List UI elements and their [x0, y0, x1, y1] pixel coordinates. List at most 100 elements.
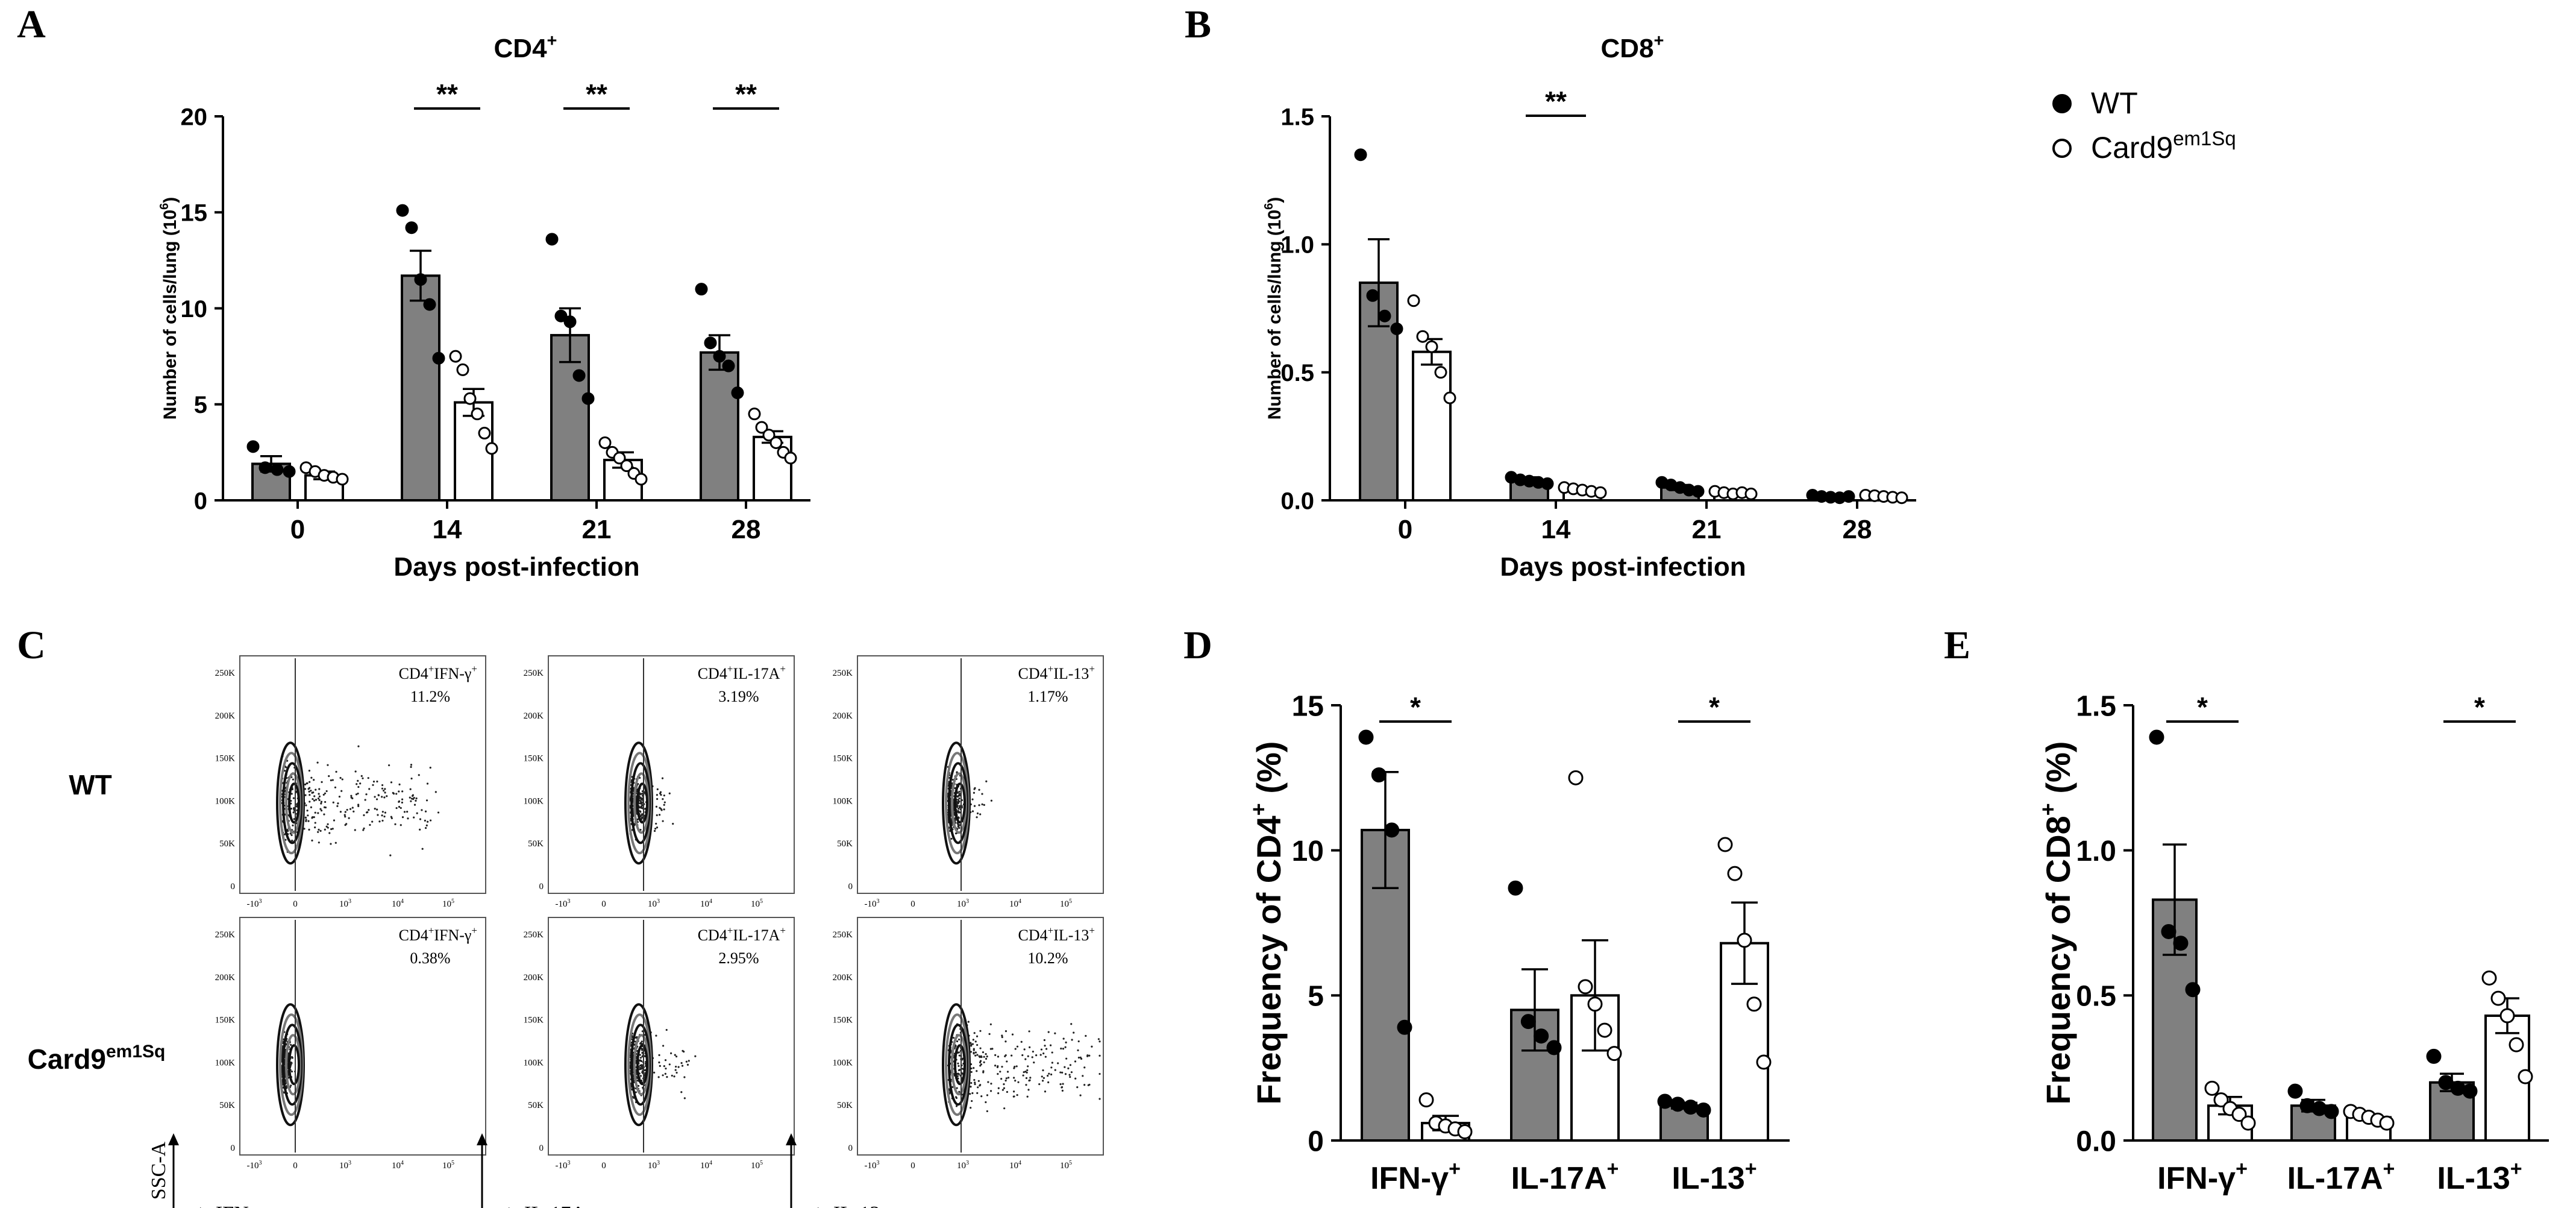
category-group: 0: [246, 440, 349, 544]
flow-event: [663, 808, 665, 811]
flow-event: [413, 804, 416, 806]
flow-y-tick: 0: [539, 1144, 544, 1153]
flow-event: [999, 1071, 1001, 1073]
flow-event: [986, 1094, 989, 1096]
data-point-card9: [1457, 1124, 1473, 1140]
flow-y-tick: 0: [231, 882, 236, 892]
flow-event: [1062, 1083, 1064, 1085]
flow-event: [958, 801, 961, 803]
flow-event: [1004, 1079, 1007, 1082]
flow-event: [335, 770, 337, 773]
flow-x-tick-sup: 3: [348, 1160, 351, 1166]
flow-event: [657, 1076, 660, 1078]
flow-event: [362, 829, 365, 831]
flow-x-tick-text: 10: [648, 899, 657, 909]
flow-event: [375, 798, 378, 801]
x-tick-label-text: IL-17A: [2287, 1161, 2383, 1196]
flow-event: [977, 1086, 979, 1089]
flow-event: [1021, 1054, 1024, 1057]
flow-event: [338, 795, 341, 798]
flow-event: [320, 802, 322, 805]
flow-event: [1070, 1023, 1073, 1025]
gate-sup: +: [780, 925, 786, 936]
panel-label-C: C: [17, 623, 46, 667]
flow-event: [973, 1032, 976, 1034]
flow-event: [357, 805, 360, 807]
flow-x-axis-title: IL-17A: [524, 1203, 586, 1208]
gate-sup: +: [1048, 925, 1054, 936]
flow-x-tick-text: 10: [648, 1161, 657, 1171]
flow-y-tick: 150K: [524, 1016, 544, 1025]
flow-event: [988, 1033, 991, 1035]
flow-event: [1076, 1086, 1079, 1089]
flow-x-axis-title: IL-13: [833, 1203, 880, 1208]
flow-event: [290, 834, 293, 837]
category-group: IL-13+: [2426, 970, 2533, 1196]
flow-x-tick-text: -10: [865, 1161, 877, 1171]
legend-label-sup: em1Sq: [2173, 127, 2236, 149]
legend-marker-card9: [2052, 139, 2072, 158]
flow-event: [319, 808, 322, 810]
flow-event: [636, 1036, 638, 1039]
data-point-wt: [2450, 1080, 2466, 1096]
flow-event: [309, 794, 311, 796]
flow-event: [1003, 1087, 1006, 1089]
flow-event: [364, 799, 366, 801]
flow-contour: [636, 782, 648, 824]
flow-x-tick: 103: [648, 898, 660, 909]
x-tick-label-text: IL-13: [1672, 1161, 1744, 1196]
flow-event: [971, 1043, 974, 1045]
flow-event: [377, 794, 380, 796]
flow-x-tick-sup: 3: [348, 898, 351, 905]
flow-event: [655, 1034, 657, 1037]
flow-event: [310, 776, 313, 779]
flow-x-tick-text: 10: [751, 1161, 760, 1171]
gate-name: CD4: [698, 926, 727, 944]
data-point-card9: [1727, 866, 1743, 881]
flow-event: [310, 806, 312, 808]
flow-event: [315, 788, 317, 791]
x-tick-label-sup: +: [2383, 1157, 2395, 1180]
flow-x-tick-text: -10: [556, 899, 568, 909]
flow-event: [959, 794, 961, 797]
flow-event: [660, 793, 662, 796]
flow-event: [658, 1061, 660, 1064]
flow-event: [318, 842, 320, 844]
bar-wt: [401, 274, 440, 502]
flow-y-tick: 0: [539, 882, 544, 892]
gate-cytokine: IL-13: [1053, 926, 1089, 944]
flow-event: [640, 793, 642, 795]
data-point-wt: [713, 350, 726, 363]
flow-event: [951, 1086, 954, 1089]
flow-event: [296, 805, 298, 807]
x-tick-label-sup: +: [1449, 1157, 1461, 1180]
flow-event: [410, 800, 412, 802]
flow-event: [308, 790, 310, 793]
y-tick-label: 0: [1308, 1125, 1324, 1157]
flow-event: [1043, 1039, 1045, 1042]
flow-event: [1079, 1094, 1082, 1096]
data-point-card9: [1756, 1054, 1772, 1070]
data-point-card9: [1568, 770, 1584, 785]
x-tick-label-text: IL-17A: [1511, 1161, 1607, 1196]
flow-event: [1051, 1062, 1053, 1064]
data-point-wt: [1670, 1096, 1685, 1112]
flow-x-tick-text: 0: [293, 1161, 298, 1171]
flow-x-tick-sup: 4: [709, 898, 712, 905]
flow-event: [994, 1065, 997, 1067]
flow-event: [641, 1040, 643, 1043]
flow-x-tick-text: 10: [957, 1161, 966, 1171]
data-point-card9: [1434, 366, 1447, 379]
data-point-card9: [784, 451, 797, 465]
data-point-card9: [2240, 1115, 2256, 1131]
flow-event: [957, 808, 960, 810]
flow-event: [653, 1071, 656, 1074]
flow-event: [658, 1054, 660, 1056]
flow-event: [306, 782, 309, 784]
x-tick-label-text: IL-13: [2437, 1161, 2510, 1196]
data-point-card9: [2518, 1069, 2533, 1084]
flow-event: [1016, 1045, 1019, 1048]
y-axis-label-end: ): [160, 197, 180, 203]
flow-event: [683, 1097, 686, 1099]
flow-event: [659, 1065, 661, 1067]
